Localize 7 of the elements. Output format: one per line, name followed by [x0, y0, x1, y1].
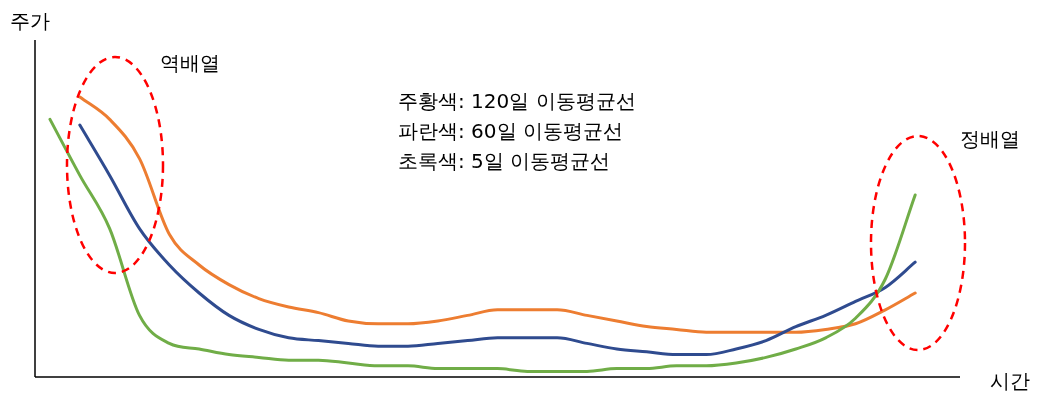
annotation: 파란색: 60일 이동평균선: [398, 119, 623, 143]
ylabel: 주가: [10, 9, 50, 33]
xlabel: 시간: [990, 369, 1030, 393]
annotation: 역배열: [160, 51, 220, 75]
annotation: 초록색: 5일 이동평균선: [398, 149, 611, 173]
annotation: 정배열: [960, 127, 1020, 151]
annotation: 주황색: 120일 이동평균선: [398, 89, 636, 113]
